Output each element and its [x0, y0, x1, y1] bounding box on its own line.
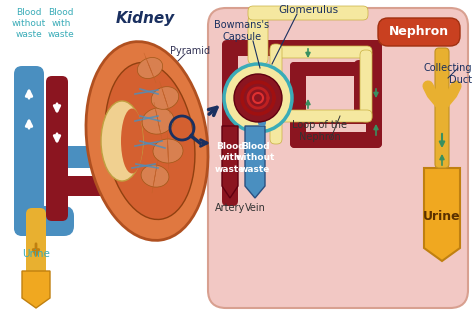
Text: Bowmans's
Capsule: Bowmans's Capsule — [214, 20, 270, 42]
Text: Collecting
Duct: Collecting Duct — [423, 63, 472, 85]
Polygon shape — [424, 168, 460, 261]
FancyBboxPatch shape — [14, 66, 44, 236]
Ellipse shape — [105, 63, 195, 220]
FancyBboxPatch shape — [222, 41, 238, 206]
Circle shape — [234, 74, 282, 122]
Text: Artery: Artery — [215, 203, 245, 213]
Ellipse shape — [141, 165, 169, 187]
FancyBboxPatch shape — [248, 16, 268, 64]
FancyBboxPatch shape — [208, 8, 468, 308]
Text: Urine: Urine — [22, 249, 50, 259]
Ellipse shape — [153, 139, 183, 163]
Polygon shape — [245, 126, 265, 198]
FancyBboxPatch shape — [60, 146, 120, 168]
Text: Loop of the
Nephron: Loop of the Nephron — [292, 120, 347, 142]
Polygon shape — [22, 271, 50, 308]
Text: Nephron: Nephron — [389, 26, 449, 39]
FancyBboxPatch shape — [290, 132, 382, 148]
Text: Blood
without
waste: Blood without waste — [235, 143, 275, 173]
FancyBboxPatch shape — [14, 206, 74, 236]
FancyBboxPatch shape — [290, 62, 306, 124]
FancyBboxPatch shape — [222, 40, 382, 56]
Ellipse shape — [151, 87, 179, 109]
Ellipse shape — [86, 42, 208, 240]
Text: Blood
with
waste: Blood with waste — [47, 8, 74, 39]
Text: Kidney: Kidney — [115, 10, 174, 26]
FancyBboxPatch shape — [270, 44, 282, 144]
FancyBboxPatch shape — [290, 62, 370, 76]
Ellipse shape — [137, 58, 163, 78]
Text: Blood
without
waste: Blood without waste — [12, 8, 46, 39]
FancyBboxPatch shape — [354, 60, 370, 124]
Circle shape — [224, 64, 292, 132]
FancyBboxPatch shape — [46, 178, 64, 196]
FancyBboxPatch shape — [360, 50, 372, 122]
Ellipse shape — [101, 101, 143, 181]
FancyBboxPatch shape — [60, 176, 115, 196]
FancyBboxPatch shape — [26, 208, 46, 298]
FancyBboxPatch shape — [46, 76, 68, 221]
FancyBboxPatch shape — [290, 70, 306, 148]
FancyBboxPatch shape — [435, 48, 449, 168]
FancyBboxPatch shape — [290, 110, 370, 124]
FancyBboxPatch shape — [378, 18, 460, 46]
FancyBboxPatch shape — [270, 46, 372, 58]
Text: Pyramid: Pyramid — [170, 46, 210, 56]
Text: Blood
with
waste: Blood with waste — [215, 143, 245, 173]
Text: Vein: Vein — [245, 203, 265, 213]
FancyBboxPatch shape — [258, 98, 266, 126]
Ellipse shape — [142, 108, 174, 134]
FancyBboxPatch shape — [366, 40, 382, 148]
Polygon shape — [222, 126, 238, 198]
FancyBboxPatch shape — [270, 110, 372, 122]
Ellipse shape — [121, 108, 143, 173]
Text: Urine: Urine — [423, 210, 461, 222]
Text: Glomerulus: Glomerulus — [278, 5, 338, 15]
FancyBboxPatch shape — [248, 6, 368, 20]
